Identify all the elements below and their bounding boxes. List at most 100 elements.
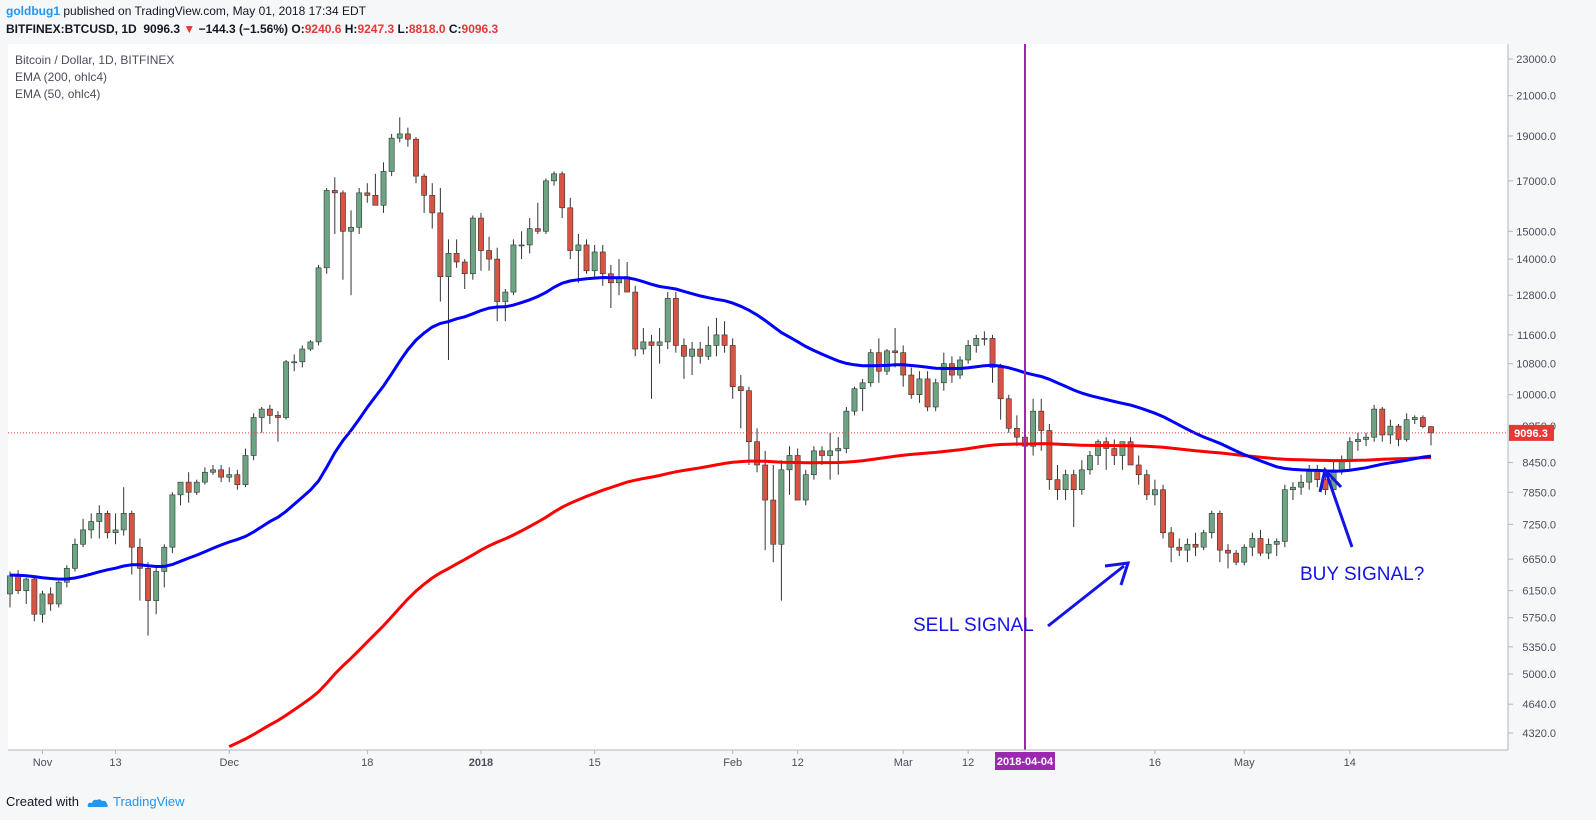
time-axis[interactable]: Nov 13 Dec 18 2018 15 Feb 12 Mar 12 16 May 14 2018-04… (33, 750, 1356, 770)
candle-body (307, 341, 314, 350)
close-label: C: (448, 22, 462, 36)
candle-body (859, 382, 866, 390)
candle-body (1290, 486, 1296, 491)
candle-body (543, 180, 549, 232)
publish-text: published on TradingView.com, May 01, 20… (63, 4, 366, 18)
candle-body (469, 217, 476, 275)
candle-body (1371, 408, 1378, 438)
candle-body (827, 450, 834, 456)
candle-body (762, 464, 769, 501)
candle-body (242, 455, 249, 485)
time-tick-label: 12 (792, 757, 804, 769)
candle-body (672, 298, 679, 346)
candle-body (356, 192, 363, 228)
candle-body (1095, 441, 1101, 456)
tradingview-link[interactable]: TradingView (112, 794, 185, 809)
candle-body (754, 441, 760, 466)
time-tick-label: Mar (894, 757, 913, 769)
candle-body (380, 171, 387, 206)
candle-body (867, 352, 874, 384)
candle-body (72, 543, 78, 569)
ema200-line (228, 442, 1432, 748)
candle-body (940, 363, 947, 384)
candle-body (161, 546, 168, 572)
candle-body (1078, 469, 1085, 491)
candle-body (770, 499, 777, 545)
candle-body (226, 474, 233, 478)
candle-body (526, 228, 533, 246)
candle-body (681, 345, 687, 357)
candle-body (96, 513, 103, 522)
candle-body (47, 593, 54, 605)
price-tick-label: 7250.0 (1522, 519, 1556, 531)
candle-body (437, 212, 444, 278)
candle-body (396, 133, 403, 139)
price-tick-label: 8450.0 (1522, 458, 1556, 470)
price-tick-label: 5750.0 (1522, 613, 1556, 625)
candle-body (372, 195, 379, 206)
candle-body (559, 173, 566, 209)
time-tick-label: 13 (109, 757, 121, 769)
candle-body (1411, 417, 1418, 420)
candle-body (315, 267, 322, 343)
candle-body (201, 471, 208, 483)
candle-body (697, 348, 704, 357)
time-tick-label: Nov (33, 757, 53, 769)
candle-body (1273, 541, 1280, 545)
price-tick-label: 7850.0 (1522, 487, 1556, 499)
close-value: 9096.3 (461, 22, 499, 36)
candle-body (1176, 546, 1183, 551)
candle-body (1152, 489, 1158, 496)
candle-body (892, 350, 898, 353)
candle-body (1005, 398, 1012, 429)
candle-body (1257, 538, 1264, 554)
price-tick-label: 19000.0 (1516, 131, 1556, 143)
buy-arrow-shaft (1324, 471, 1354, 548)
candle-body (275, 415, 281, 418)
candle-body (1168, 532, 1175, 548)
candle-body (388, 137, 395, 172)
candle-body (1216, 513, 1223, 551)
candle-body (746, 390, 752, 442)
price-chart[interactable]: 23000.0 21000.0 19000.0 17000.0 15000.0 14000… (0, 40, 1596, 788)
candle-body (1143, 474, 1150, 496)
candle-body (429, 195, 436, 214)
author-link[interactable]: goldbug1 (6, 4, 60, 18)
buy-arrow-head (1318, 466, 1343, 493)
candle-body (1160, 489, 1166, 534)
candle-body (1111, 448, 1118, 456)
price-axis[interactable]: 23000.0 21000.0 19000.0 17000.0 15000.0 14000… (1508, 54, 1556, 740)
candle-body (478, 217, 484, 251)
date-marker-badge (995, 752, 1055, 770)
candle-body (1087, 455, 1093, 471)
candle-body (924, 378, 931, 408)
annotations: SELL SIGNAL BUY SIGNAL? (913, 466, 1424, 636)
symbol-label: BITFINEX:BTCUSD, 1D (6, 22, 137, 36)
legend-entry: Bitcoin / Dollar, 1D, BITFINEX (15, 53, 174, 67)
candle-body (445, 253, 452, 278)
candle-body (965, 345, 972, 361)
candle-body (575, 244, 582, 251)
candle-body (1070, 474, 1077, 491)
low-value: 8818.0 (408, 22, 446, 36)
candle-body (1135, 464, 1142, 475)
candle-body (258, 408, 265, 418)
candle-body (502, 291, 509, 302)
candle-body (283, 361, 289, 418)
candle-body (835, 448, 842, 452)
candle-body (413, 138, 419, 177)
candle-body (266, 408, 273, 416)
candle-body (1046, 430, 1053, 480)
last-price: 9096.3 (143, 22, 181, 36)
candle-body (234, 474, 241, 485)
candle-body (1281, 489, 1288, 542)
candle-body (193, 481, 200, 493)
candle-body (31, 578, 38, 615)
candle-body (323, 190, 330, 269)
candle-body (364, 192, 371, 196)
price-tick-label: 11600.0 (1517, 330, 1556, 342)
candle-body (932, 382, 939, 408)
publish-info: goldbug1 published on TradingView.com, M… (6, 4, 366, 19)
time-tick-label: 2018 (469, 757, 493, 769)
candle-body (989, 338, 996, 368)
